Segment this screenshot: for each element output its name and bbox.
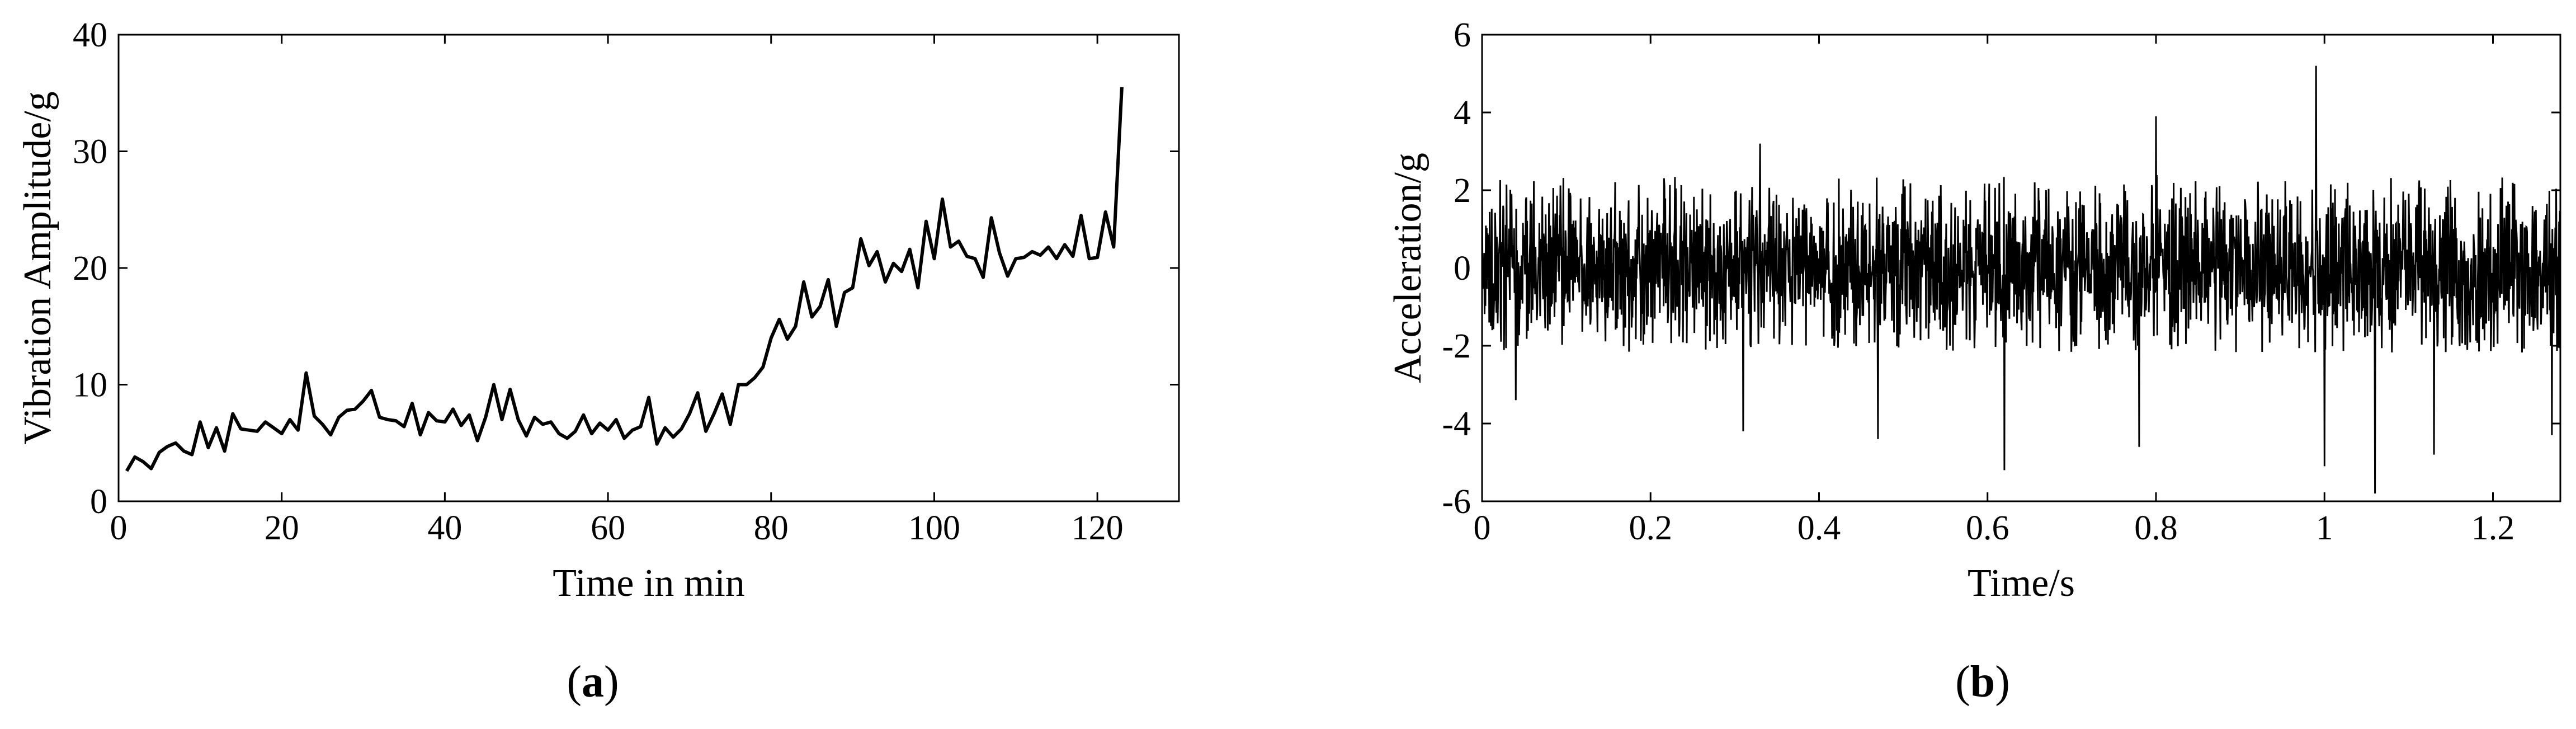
x-tick-label: 0.6 <box>1966 509 2009 547</box>
chart-panel-a: 0 20 40 60 80 100 120 0 10 20 30 40 Time in min Vi… <box>16 16 1180 707</box>
x-tick-label: 100 <box>908 509 960 547</box>
x-axis-title-a: Time in min <box>553 562 745 605</box>
x-tick-label: 20 <box>265 509 299 547</box>
x-tick-label: 0 <box>1474 509 1491 547</box>
x-tick-label: 80 <box>754 509 789 547</box>
panel-label-a: (a) <box>567 657 619 707</box>
x-tick-label: 40 <box>427 509 462 547</box>
x-tick-label: 0 <box>110 509 128 547</box>
y-tick-label: 0 <box>90 483 107 521</box>
y-tick-label: 2 <box>1454 172 1471 210</box>
series-line-a <box>125 87 1124 472</box>
x-ticks-b: 0 0.2 0.4 0.6 0.8 1 1.2 <box>1474 35 2515 547</box>
y-tick-label: -6 <box>1442 483 1471 521</box>
x-tick-label: 0.4 <box>1797 509 1841 547</box>
x-axis-title-b: Time/s <box>1968 562 2075 605</box>
x-tick-label: 120 <box>1072 509 1124 547</box>
y-tick-label: 0 <box>1454 250 1471 288</box>
y-tick-label: -2 <box>1442 327 1471 365</box>
y-axis-title-a: Vibration Amplitude/g <box>16 91 59 445</box>
panel-label-b: (b) <box>1955 657 2010 707</box>
series-line-b <box>1482 65 2560 494</box>
y-tick-label: 40 <box>73 16 107 54</box>
x-tick-label: 60 <box>591 509 625 547</box>
plot-area-a <box>125 87 1124 472</box>
x-tick-label: 0.8 <box>2134 509 2178 547</box>
x-tick-label: 1 <box>2316 509 2333 547</box>
x-ticks-a: 0 20 40 60 80 100 120 <box>110 35 1124 547</box>
y-ticks-b: -6 -4 -2 0 2 4 6 <box>1442 16 2560 521</box>
y-tick-label: 6 <box>1454 16 1471 54</box>
x-tick-label: 1.2 <box>2471 509 2515 547</box>
chart-panel-b: 0 0.2 0.4 0.6 0.8 1 1.2 -6 -4 -2 0 2 4 6 Time/s Acce… <box>1386 16 2561 707</box>
y-tick-label: 4 <box>1454 94 1471 132</box>
plot-area-b <box>1482 65 2560 494</box>
y-tick-label: -4 <box>1442 405 1471 443</box>
y-tick-label: 20 <box>73 250 107 288</box>
y-axis-title-b: Acceleration/g <box>1386 153 1429 383</box>
y-ticks-a: 0 10 20 30 40 <box>73 16 1179 521</box>
x-tick-label: 0.2 <box>1629 509 1673 547</box>
y-tick-label: 10 <box>73 366 107 405</box>
y-tick-label: 30 <box>73 133 107 171</box>
